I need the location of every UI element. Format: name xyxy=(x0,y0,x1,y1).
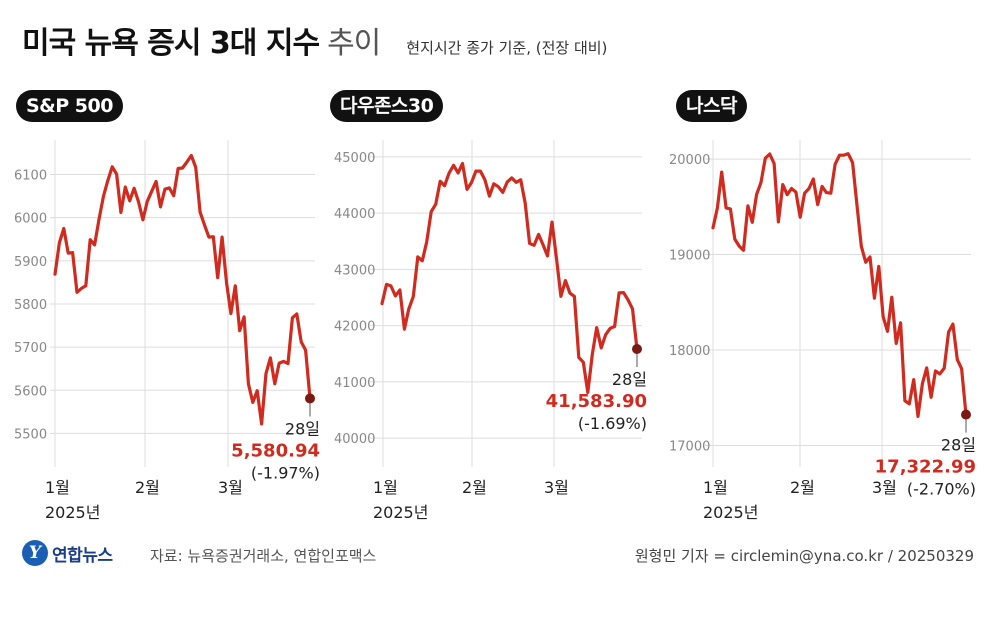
end-change-label: (-2.70%) xyxy=(907,480,976,499)
y-tick-label: 5500 xyxy=(14,427,47,442)
end-day-label: 28일 xyxy=(285,419,320,438)
x-tick-label: 2025년 xyxy=(703,503,758,522)
end-point-nasdaq xyxy=(961,409,971,420)
y-tick-label: 5700 xyxy=(14,341,47,356)
x-tick-label: 2025년 xyxy=(373,503,428,522)
source-note: 자료: 뉴욕증권거래소, 연합인포맥스 xyxy=(150,547,377,565)
page-title: 미국 뉴욕 증시 3대 지수 xyxy=(22,26,320,61)
end-day-label: 28일 xyxy=(941,436,976,455)
y-tick-label: 5800 xyxy=(14,298,47,313)
x-tick-label: 1월 xyxy=(45,478,70,497)
y-tick-label: 42000 xyxy=(334,320,375,335)
end-value-label: 41,583.90 xyxy=(546,391,647,412)
end-point-dow xyxy=(632,344,642,355)
y-tick-label: 5600 xyxy=(14,384,47,399)
x-tick-label: 2월 xyxy=(462,478,487,497)
page-subtitle: 현지시간 종가 기준, (전장 대비) xyxy=(406,39,608,57)
y-tick-label: 6000 xyxy=(14,212,47,227)
page-title-suffix: 추이 xyxy=(327,26,381,61)
chart-title-nasdaq: 나스닥 xyxy=(676,90,747,122)
y-tick-label: 5900 xyxy=(14,255,47,270)
logo-text: 연합뉴스 xyxy=(52,545,113,566)
y-tick-label: 45000 xyxy=(334,151,375,166)
series-line-sp500 xyxy=(53,153,312,426)
end-day-label: 28일 xyxy=(612,370,647,389)
end-value-label: 5,580.94 xyxy=(231,440,320,461)
header: 미국 뉴욕 증시 3대 지수 추이 현지시간 종가 기준, (전장 대비) xyxy=(22,18,607,62)
x-tick-label: 2025년 xyxy=(45,503,100,522)
yonhap-logo-icon: Y xyxy=(22,540,48,566)
end-change-label: (-1.69%) xyxy=(578,414,647,433)
end-value-label: 17,322.99 xyxy=(875,457,976,478)
y-tick-label: 6100 xyxy=(14,169,47,184)
yonhap-logo: Y 연합뉴스 xyxy=(22,540,113,566)
end-point-sp500 xyxy=(305,393,315,404)
y-tick-label: 20000 xyxy=(669,153,710,168)
chart-title-dow: 다우존스30 xyxy=(330,90,444,122)
y-tick-label: 44000 xyxy=(334,207,375,222)
credit-note: 원형민 기자 = circlemin@yna.co.kr / 20250329 xyxy=(634,547,974,565)
y-tick-label: 18000 xyxy=(669,344,710,359)
x-tick-label: 3월 xyxy=(872,478,897,497)
x-tick-label: 2월 xyxy=(135,478,160,497)
series-line-nasdaq xyxy=(711,152,968,418)
y-tick-label: 19000 xyxy=(669,249,710,264)
y-tick-label: 41000 xyxy=(334,376,375,391)
chart-title-sp500: S&P 500 xyxy=(16,90,123,122)
end-change-label: (-1.97%) xyxy=(251,463,320,482)
x-tick-label: 1월 xyxy=(373,478,398,497)
x-tick-label: 2월 xyxy=(790,478,815,497)
series-line-dow xyxy=(380,161,639,394)
x-tick-label: 3월 xyxy=(218,478,243,497)
y-tick-label: 40000 xyxy=(334,432,375,447)
y-tick-label: 17000 xyxy=(669,439,710,454)
y-tick-label: 43000 xyxy=(334,263,375,278)
x-tick-label: 3월 xyxy=(544,478,569,497)
x-tick-label: 1월 xyxy=(703,478,728,497)
